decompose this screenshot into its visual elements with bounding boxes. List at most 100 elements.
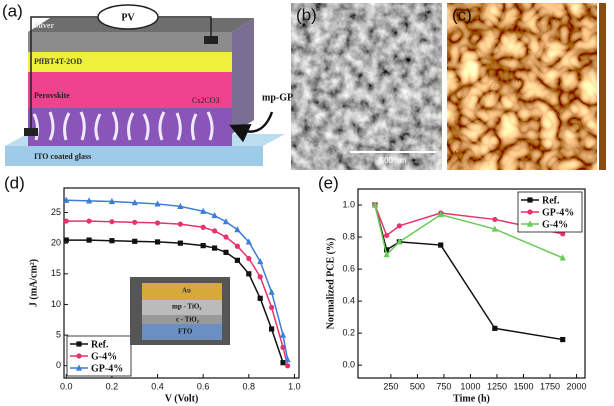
x-axis-title: Time (h) xyxy=(453,393,490,404)
panel-label: (d) xyxy=(4,173,25,192)
x-tick-label: 0.8 xyxy=(243,381,256,391)
marker xyxy=(63,218,69,224)
marker xyxy=(132,238,138,244)
marker xyxy=(371,201,379,208)
legend-marker xyxy=(527,209,533,215)
substrate-label: ITO coated glass xyxy=(34,152,91,161)
marker xyxy=(560,336,566,343)
marker xyxy=(269,304,275,311)
pv-meter xyxy=(97,4,159,30)
x-tick-label: 1500 xyxy=(513,381,533,391)
mp-dendrites xyxy=(32,111,214,141)
marker xyxy=(280,360,286,366)
x-tick-label: 0.6 xyxy=(197,381,210,391)
marker xyxy=(200,207,207,214)
series-line xyxy=(66,239,284,363)
x-tick-label: 2000 xyxy=(566,381,586,391)
layer-label: Silver xyxy=(34,21,54,30)
series-line xyxy=(374,204,564,259)
legend-marker xyxy=(76,341,82,347)
legend-label: Ref. xyxy=(91,339,109,350)
marker xyxy=(257,257,264,265)
series-line xyxy=(374,204,563,237)
x-tick-label: 0.4 xyxy=(151,381,164,391)
y-axis-title: Normalized PCE (%) xyxy=(325,238,336,330)
y-axis-title: J (mA/cm²) xyxy=(28,259,39,307)
marker xyxy=(154,239,161,245)
interlayer-label: Cs2CO3 xyxy=(192,96,220,105)
inset-image xyxy=(130,277,230,345)
colorbar xyxy=(599,3,606,170)
marker xyxy=(86,218,92,224)
scale-label: 500 nm xyxy=(380,156,407,165)
marker xyxy=(246,271,252,277)
marker xyxy=(109,238,115,244)
marker xyxy=(132,219,138,225)
sem-image xyxy=(291,3,442,170)
marker xyxy=(63,196,70,203)
marker xyxy=(245,238,252,245)
panel-label: (c) xyxy=(452,5,472,24)
inset-label: Au xyxy=(182,287,191,295)
mp-label: mp-GP xyxy=(262,92,293,103)
marker xyxy=(396,223,402,229)
y-tick-label: 0.0 xyxy=(342,360,355,370)
device-diagram xyxy=(5,4,285,166)
y-tick-label: 0.8 xyxy=(342,231,355,241)
x-tick-label: 1.0 xyxy=(288,381,301,391)
marker xyxy=(279,331,287,338)
y-tick-label: 0.4 xyxy=(342,295,355,305)
layer-label: PffBT4T-2OD xyxy=(34,57,82,66)
marker xyxy=(177,240,183,246)
marker xyxy=(384,232,390,239)
plot-frame xyxy=(63,187,300,379)
polymer-layer xyxy=(28,52,232,72)
y-tick-label: 15 xyxy=(51,268,61,278)
marker xyxy=(85,197,93,204)
marker xyxy=(222,218,230,225)
series-line xyxy=(374,204,563,341)
silver-layer xyxy=(28,32,232,52)
panel-label: (e) xyxy=(318,173,339,192)
marker xyxy=(177,202,184,209)
legend-marker xyxy=(527,197,533,203)
legend-label: G-4% xyxy=(542,219,568,230)
y-tick-label: 0 xyxy=(56,360,61,370)
x-tick-label: 1750 xyxy=(540,381,560,391)
marker xyxy=(154,200,161,207)
marker xyxy=(384,247,390,253)
marker xyxy=(383,251,390,258)
marker xyxy=(109,219,115,225)
marker xyxy=(492,216,498,223)
legend-label: GP-4% xyxy=(542,207,574,218)
marker xyxy=(246,255,252,262)
marker xyxy=(200,243,206,249)
wire xyxy=(30,16,212,128)
x-axis-title: V (Volt) xyxy=(165,393,199,404)
legend-label: GP-4% xyxy=(91,363,123,374)
panel-label: (b) xyxy=(296,5,317,24)
marker xyxy=(257,295,263,301)
inset-label: FTO xyxy=(178,328,193,336)
x-tick-label: 0.2 xyxy=(106,381,119,391)
perovskite-layer xyxy=(28,72,232,108)
marker xyxy=(234,226,241,233)
x-tick-label: 500 xyxy=(410,381,425,391)
y-tick-label: 0.6 xyxy=(342,263,355,273)
marker xyxy=(284,356,291,363)
marker xyxy=(492,325,498,331)
inset-label: c - TiO₂ xyxy=(176,316,199,324)
marker xyxy=(268,288,275,295)
marker xyxy=(108,197,116,205)
y-tick-label: 5 xyxy=(56,329,61,339)
arrow xyxy=(229,111,274,143)
marker xyxy=(560,231,566,237)
marker xyxy=(491,225,498,232)
marker xyxy=(63,237,69,243)
y-tick-label: 20 xyxy=(51,238,61,248)
afm-image xyxy=(447,3,597,170)
marker xyxy=(559,254,566,261)
marker xyxy=(438,242,444,248)
marker xyxy=(177,221,183,227)
y-tick-label: 1.0 xyxy=(342,199,355,209)
